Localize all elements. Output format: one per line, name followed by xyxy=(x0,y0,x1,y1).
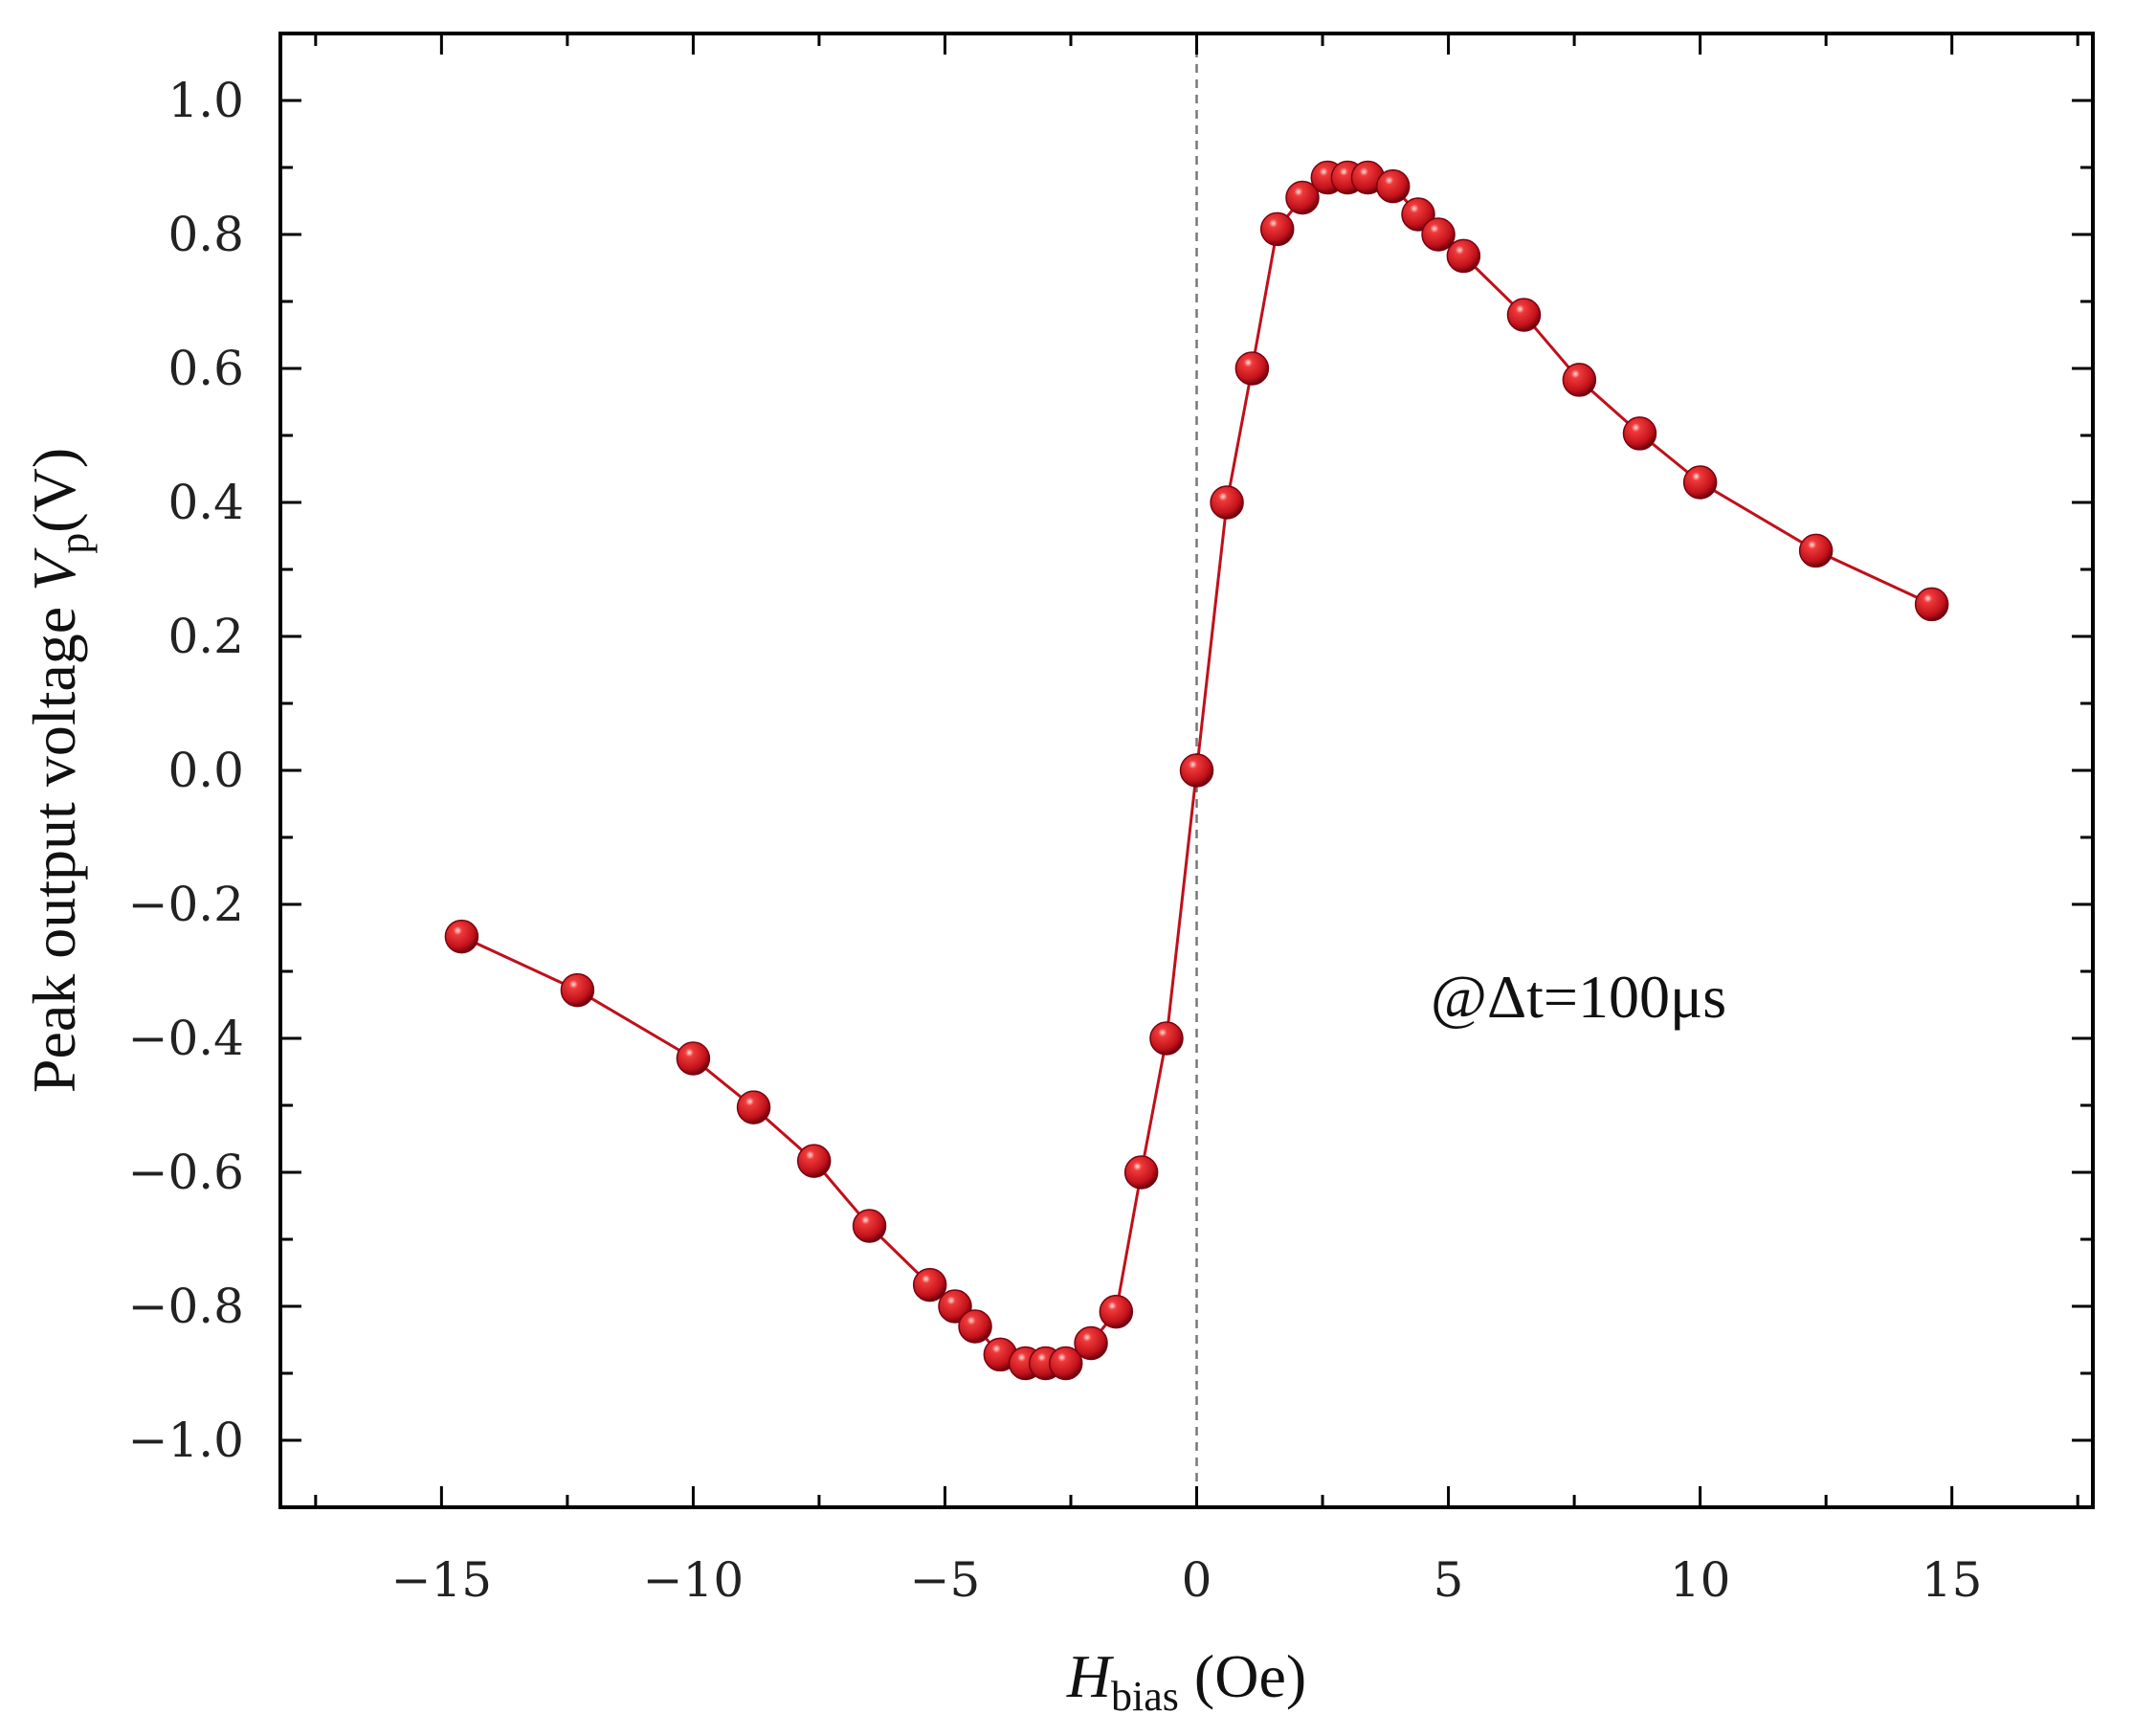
y-axis-prefix: Peak output voltage xyxy=(20,591,88,1093)
y-tick-label: 0.6 xyxy=(167,341,244,396)
data-point xyxy=(1682,465,1718,500)
x-axis-unit: (Oe) xyxy=(1179,1642,1306,1710)
data-point xyxy=(1798,533,1834,568)
x-axis-var: H xyxy=(1066,1642,1115,1710)
data-point xyxy=(1622,416,1657,451)
data-point xyxy=(1562,363,1597,397)
data-point xyxy=(736,1090,771,1124)
data-point xyxy=(1099,1294,1134,1329)
y-tick-label: 0.4 xyxy=(167,475,244,530)
data-point xyxy=(444,919,479,954)
y-axis-sub: p xyxy=(51,533,98,554)
data-point xyxy=(852,1209,887,1243)
data-point xyxy=(1074,1325,1108,1361)
data-point xyxy=(676,1041,711,1076)
y-axis-title: Peak output voltage Vp(V) xyxy=(20,448,98,1093)
y-axis-var: V xyxy=(20,547,88,591)
x-axis-title: Hbias (Oe) xyxy=(1066,1642,1306,1720)
data-points xyxy=(444,160,1949,1381)
y-axis-unit: (V) xyxy=(20,448,88,533)
data-point xyxy=(1234,351,1270,386)
data-point xyxy=(1210,485,1244,520)
y-tick-label: 0.8 xyxy=(167,207,244,262)
data-point xyxy=(1421,217,1456,252)
x-tick-label: −10 xyxy=(643,1552,745,1608)
y-tick-label: −1.0 xyxy=(128,1413,244,1468)
data-point xyxy=(958,1309,992,1344)
y-tick-label: −0.2 xyxy=(128,877,244,932)
data-point xyxy=(1259,211,1295,247)
data-point xyxy=(796,1144,832,1178)
data-point xyxy=(1123,1155,1159,1190)
x-tick-label: −15 xyxy=(391,1552,493,1608)
y-tick-label: 0.0 xyxy=(167,743,244,798)
data-point xyxy=(1914,587,1949,622)
axis-ticks xyxy=(280,33,2093,1507)
x-tick-label: 10 xyxy=(1670,1552,1731,1608)
data-point xyxy=(1179,753,1214,788)
data-point xyxy=(560,972,595,1008)
x-axis-sub: bias xyxy=(1111,1673,1179,1720)
y-tick-label: 1.0 xyxy=(167,73,244,128)
x-tick-label: −5 xyxy=(910,1552,981,1608)
y-tick-label: 0.2 xyxy=(167,609,244,664)
x-tick-labels: −15 −10 −5 0 5 10 15 xyxy=(391,1552,1983,1608)
data-point xyxy=(1375,168,1411,204)
x-tick-label: 15 xyxy=(1922,1552,1983,1608)
y-tick-labels: 1.0 0.8 0.6 0.4 0.2 0.0 −0.2 −0.4 −0.6 −0.8 −1.0 xyxy=(128,73,244,1468)
y-tick-label: −0.4 xyxy=(128,1011,244,1066)
x-tick-label: 0 xyxy=(1182,1552,1212,1608)
y-tick-label: −0.6 xyxy=(128,1145,244,1200)
plot-frame xyxy=(278,32,2095,1509)
data-point xyxy=(1285,180,1320,215)
y-tick-label: −0.8 xyxy=(128,1279,244,1334)
annotation: @Δt=100μs xyxy=(1431,963,1726,1031)
data-point xyxy=(1149,1021,1184,1056)
data-point xyxy=(1446,238,1481,274)
data-point xyxy=(912,1267,947,1302)
x-tick-label: 5 xyxy=(1434,1552,1464,1608)
data-point xyxy=(1048,1346,1083,1381)
data-point xyxy=(1506,298,1542,332)
